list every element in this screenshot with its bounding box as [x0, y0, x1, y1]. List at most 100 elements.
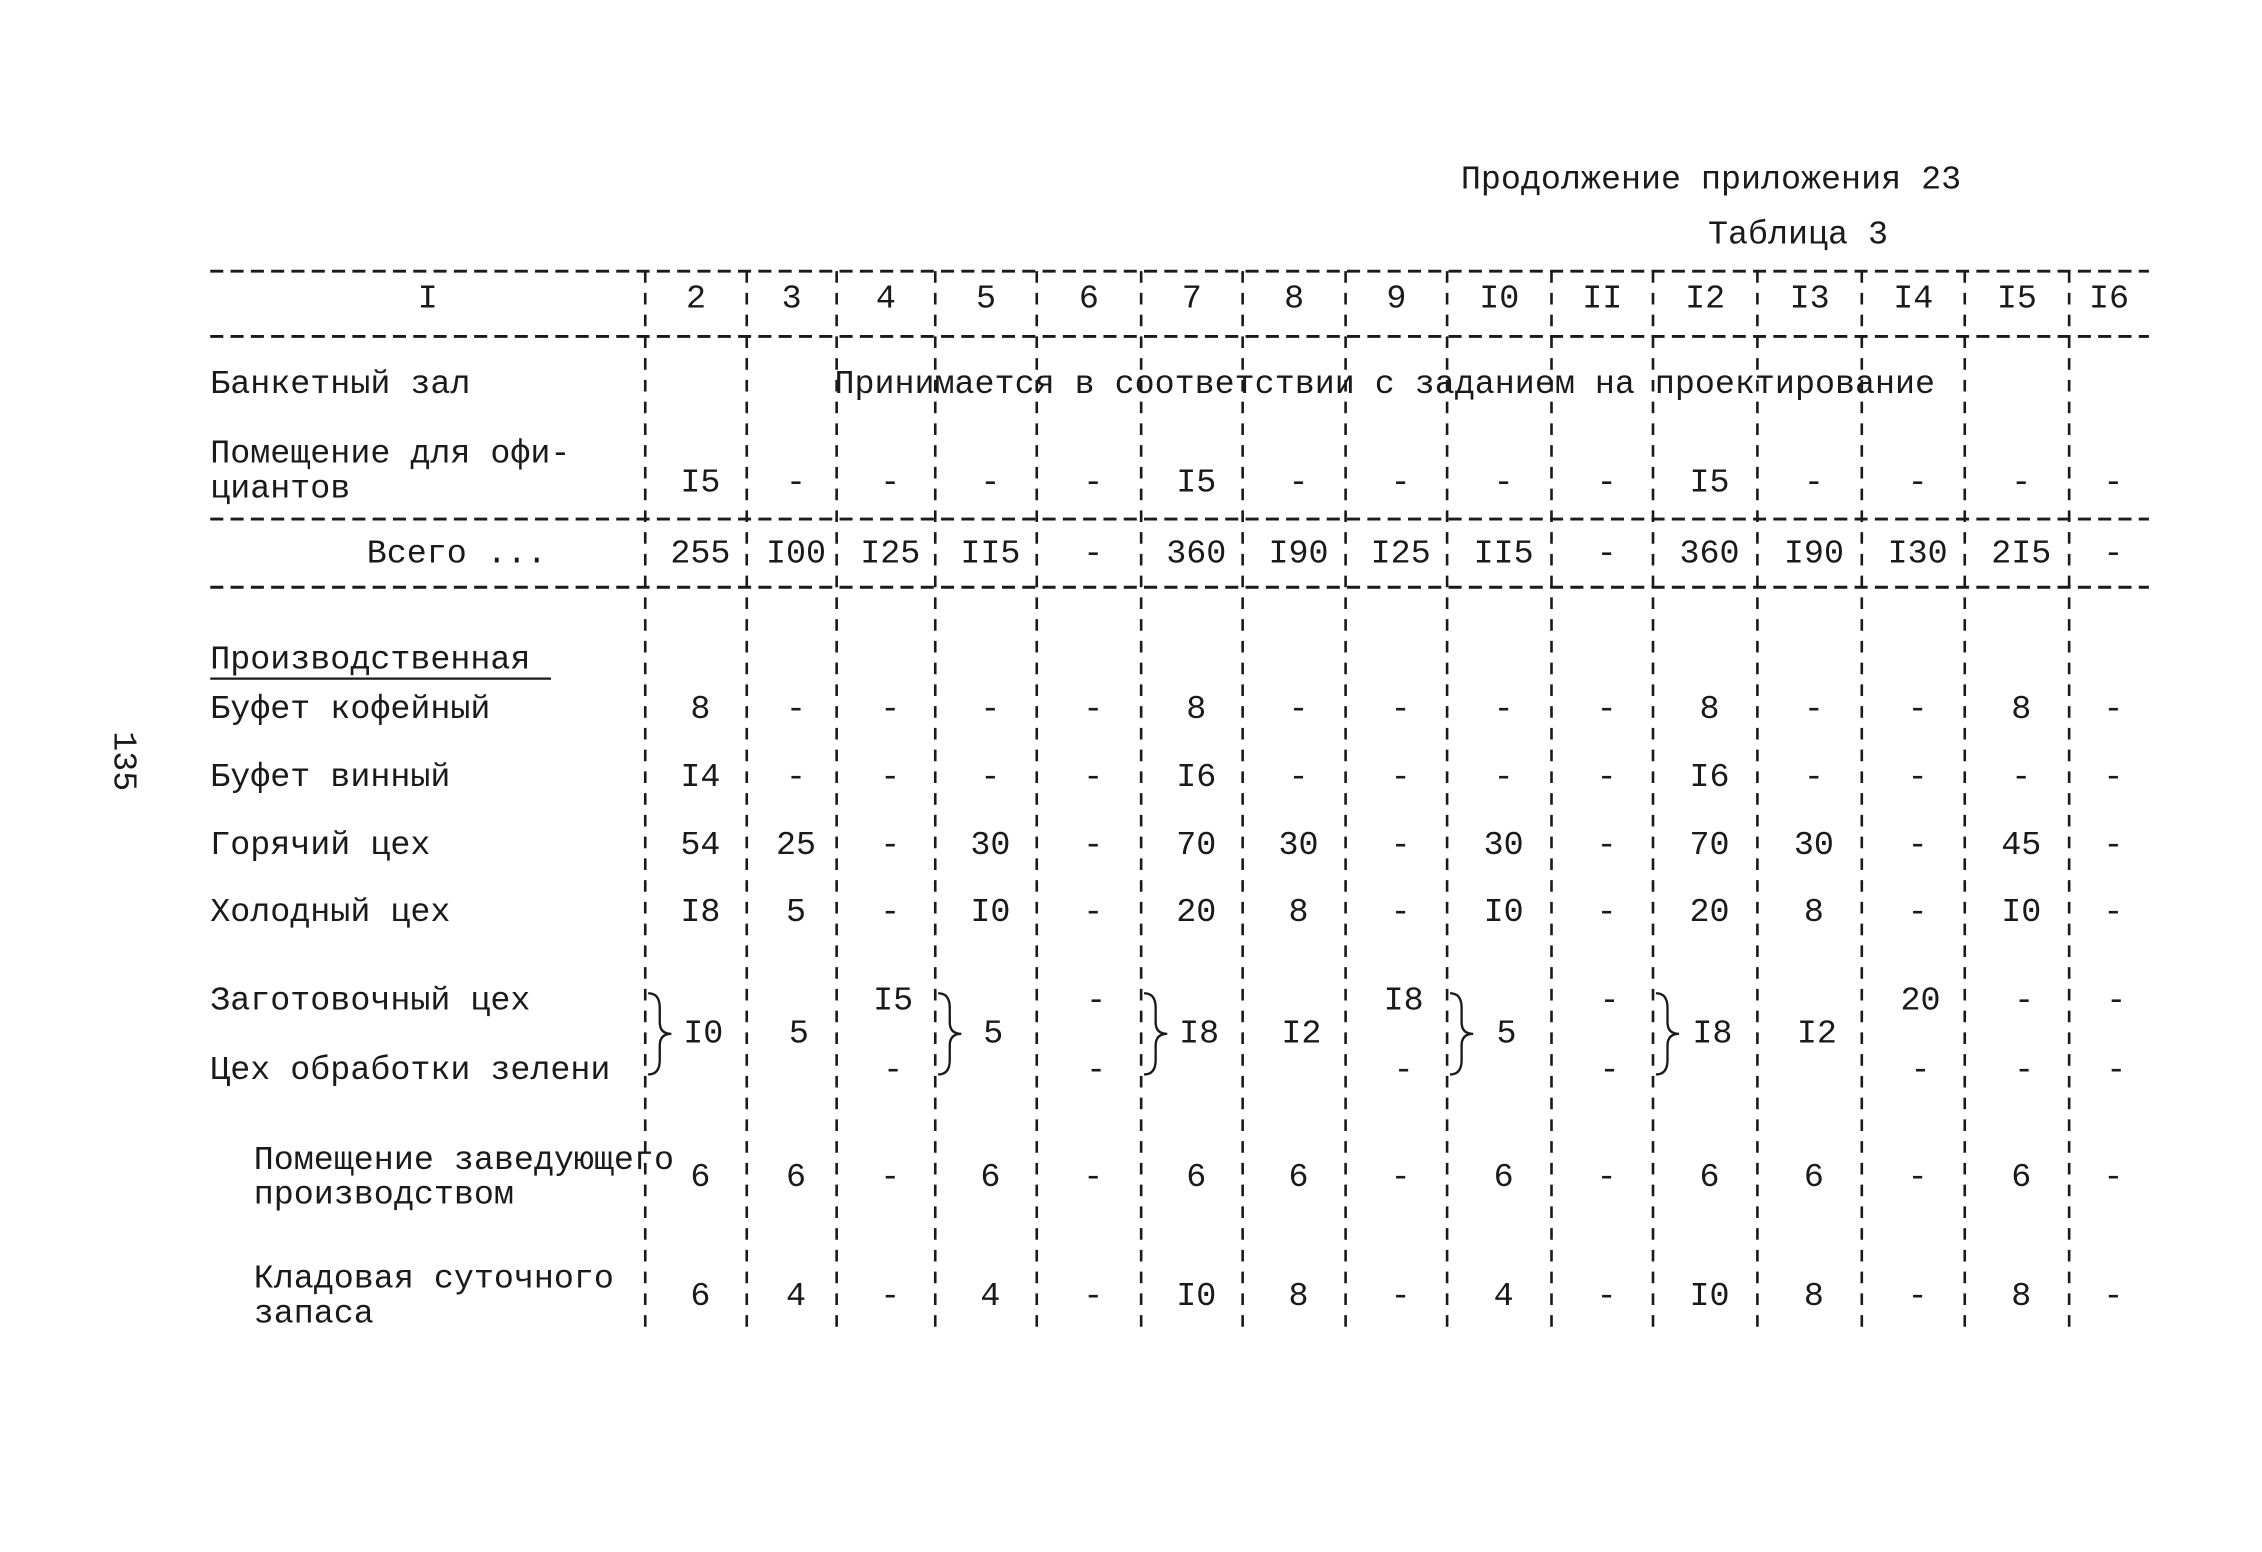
cell: 6 — [1288, 1159, 1308, 1197]
cell: - — [1494, 691, 1514, 729]
brace — [1143, 992, 1168, 1076]
cell: - — [1391, 691, 1411, 729]
cell: - — [980, 759, 1000, 797]
cell: - — [1083, 536, 1103, 574]
cell: - — [2103, 894, 2123, 932]
cell: 25 — [776, 827, 816, 865]
cell: I5 — [680, 465, 720, 503]
cell: I5 — [873, 982, 913, 1020]
cell: - — [1597, 1159, 1617, 1197]
cell: - — [880, 1278, 900, 1316]
cell: - — [2103, 465, 2123, 503]
cell: 360 — [1680, 536, 1740, 574]
cell: - — [1908, 691, 1928, 729]
cell: - — [1288, 759, 1308, 797]
cell: - — [1908, 759, 1928, 797]
cell: - — [1908, 894, 1928, 932]
section-heading: Производственная — [210, 642, 530, 680]
cell: - — [2103, 691, 2123, 729]
cell: - — [1597, 465, 1617, 503]
cell: 6 — [1186, 1159, 1206, 1197]
cell: - — [880, 1159, 900, 1197]
cell: 6 — [1494, 1159, 1514, 1197]
brace — [938, 992, 962, 1076]
row-label: Заготовочный цех — [210, 982, 530, 1020]
column-header: I3 — [1790, 281, 1830, 319]
row-label: Цех обработки зелени — [210, 1052, 610, 1090]
cell: 20 — [1690, 894, 1730, 932]
column-header: I2 — [1685, 281, 1725, 319]
cell: I5 — [1176, 465, 1216, 503]
cell: - — [1391, 1278, 1411, 1316]
cell: - — [2103, 1278, 2123, 1316]
cell: 45 — [2001, 827, 2041, 865]
column-header: 8 — [1284, 281, 1304, 319]
cell: I25 — [1371, 536, 1431, 574]
cell: - — [2103, 1159, 2123, 1197]
brace — [1655, 992, 1680, 1076]
cell: I0 — [970, 894, 1010, 932]
cell: - — [2011, 759, 2031, 797]
cell: 5 — [1497, 1016, 1517, 1054]
cell: 30 — [970, 827, 1010, 865]
row-note: Принимается в соответствии с заданием на… — [834, 366, 1935, 404]
cell: 8 — [1288, 894, 1308, 932]
cell: - — [1086, 1052, 1106, 1090]
cell: 54 — [680, 827, 720, 865]
row-label: Кладовая суточного — [254, 1261, 614, 1299]
page-number: 135 — [103, 731, 141, 791]
cell: I5 — [1690, 465, 1730, 503]
row-label: Помещение заведующего — [254, 1142, 674, 1180]
cell: I0 — [683, 1016, 723, 1054]
cell: - — [880, 465, 900, 503]
cell: - — [2103, 827, 2123, 865]
cell: 30 — [1794, 827, 1834, 865]
cell: 360 — [1166, 536, 1226, 574]
cell: 70 — [1690, 827, 1730, 865]
column-header: II — [1582, 281, 1622, 319]
cell: - — [786, 759, 806, 797]
cell: - — [2106, 982, 2126, 1020]
cell: I4 — [680, 759, 720, 797]
cell: - — [1394, 1052, 1414, 1090]
document: Продолжение приложения 23 Таблица 3 135 … — [103, 162, 2149, 1334]
cell: 5 — [786, 894, 806, 932]
cell: I90 — [1268, 536, 1328, 574]
row-label: Помещение для офи- — [210, 436, 570, 474]
cell: - — [880, 894, 900, 932]
continuation-title: Продолжение приложения 23 — [1461, 162, 1961, 200]
cell: - — [1597, 894, 1617, 932]
cell: 8 — [1288, 1278, 1308, 1316]
row-label: производством — [254, 1177, 514, 1215]
cell: II5 — [960, 536, 1020, 574]
cell: - — [1804, 465, 1824, 503]
column-header: 2 — [686, 281, 706, 319]
cell: I0 — [1690, 1278, 1730, 1316]
cell: 2I5 — [1991, 536, 2051, 574]
cell: I90 — [1784, 536, 1844, 574]
cell: 6 — [1804, 1159, 1824, 1197]
cell: - — [1597, 1278, 1617, 1316]
cell: 5 — [983, 1016, 1003, 1054]
cell: I0 — [1484, 894, 1524, 932]
cell: - — [1083, 691, 1103, 729]
cell: 6 — [1700, 1159, 1720, 1197]
cell: 6 — [2011, 1159, 2031, 1197]
cell: I8 — [1384, 982, 1424, 1020]
cell: - — [1804, 691, 1824, 729]
cell: I25 — [860, 536, 920, 574]
cell: - — [980, 465, 1000, 503]
cell: 30 — [1484, 827, 1524, 865]
cell: I0 — [1176, 1278, 1216, 1316]
cell: - — [1599, 1052, 1619, 1090]
column-header: I — [418, 281, 438, 319]
cell: - — [1599, 982, 1619, 1020]
row-label: Буфет винный — [210, 759, 450, 797]
cell: - — [1083, 1159, 1103, 1197]
cell: 8 — [1186, 691, 1206, 729]
cell: I0 — [2001, 894, 2041, 932]
cell: - — [2103, 536, 2123, 574]
cell: - — [1597, 536, 1617, 574]
cell: 8 — [690, 691, 710, 729]
